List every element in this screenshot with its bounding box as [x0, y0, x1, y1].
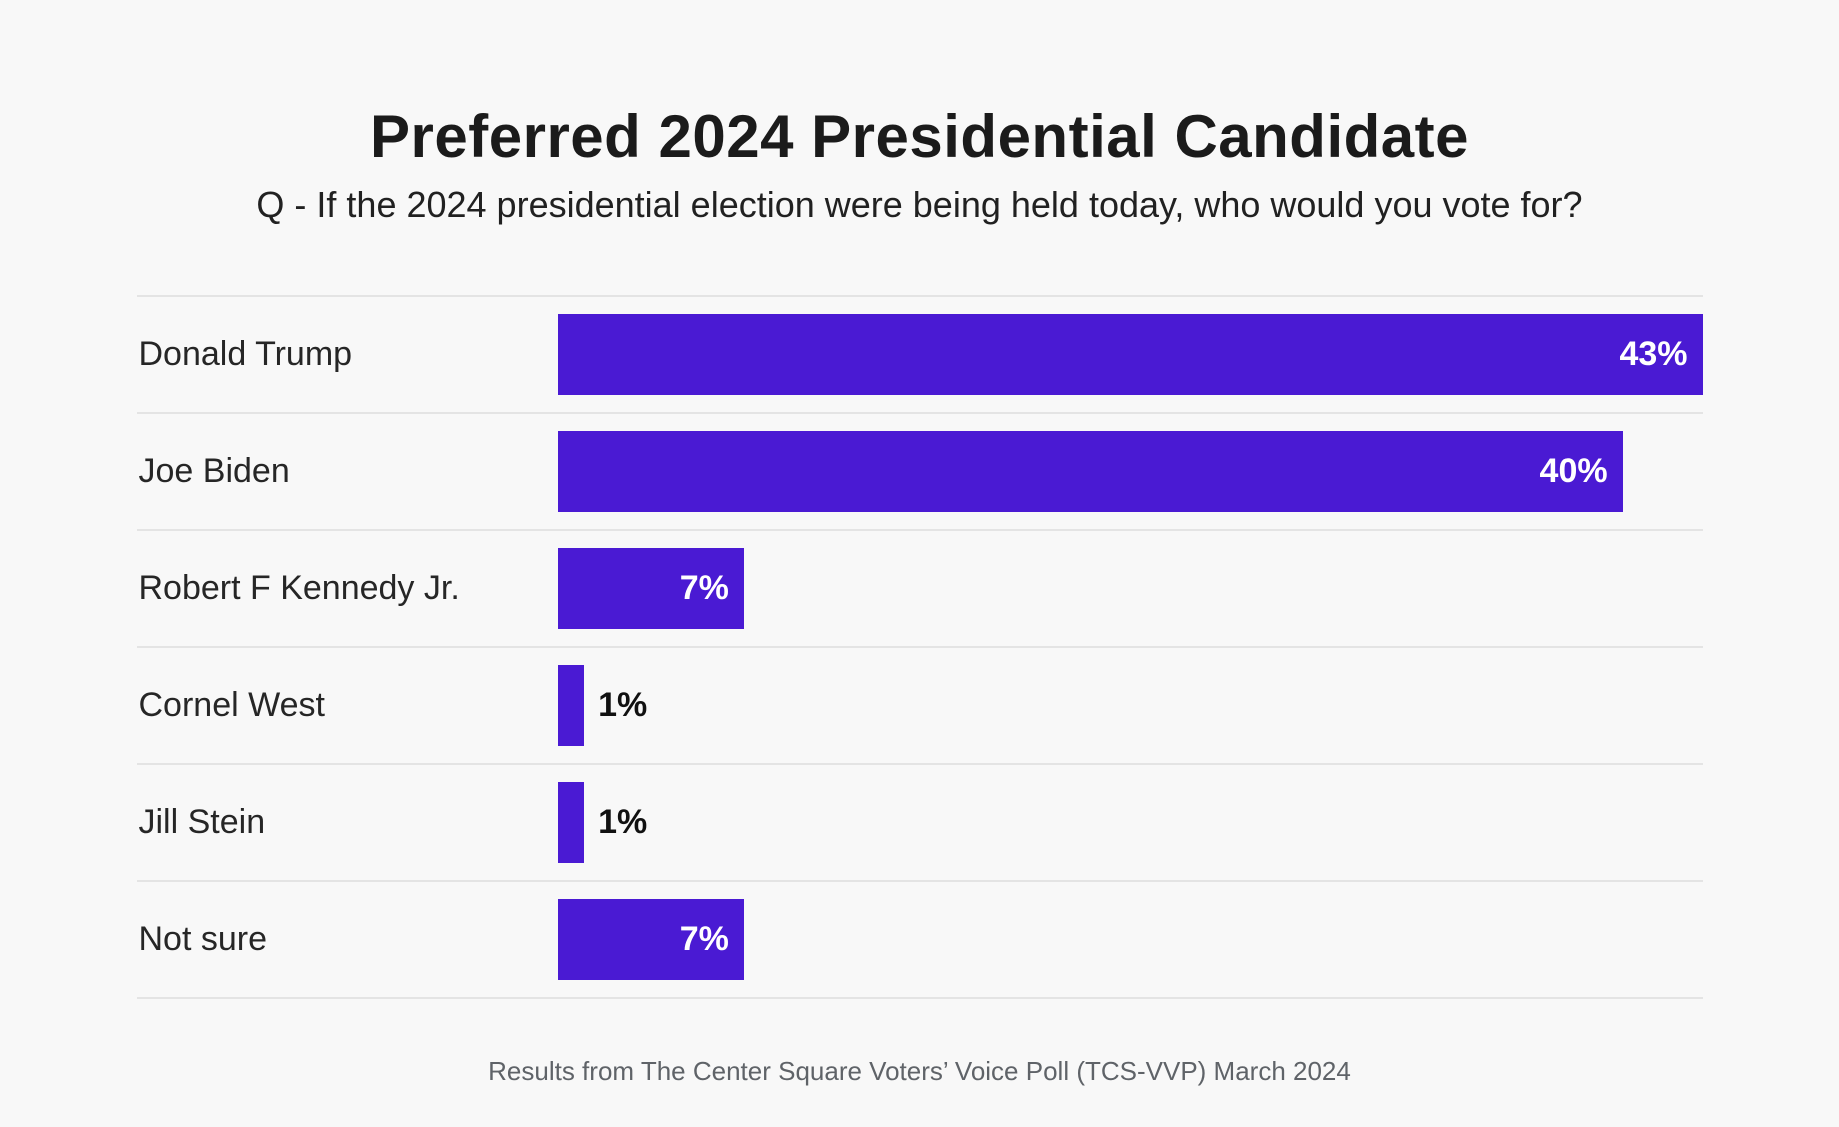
category-label: Donald Trump [138, 335, 353, 373]
bar-track: 1% [557, 782, 1703, 863]
source-note: Results from The Center Square Voters’ V… [488, 1056, 1351, 1086]
value-label: 7% [679, 569, 729, 607]
value-label: 7% [679, 920, 729, 958]
value-label: 1% [598, 686, 648, 724]
bar: 7% [557, 548, 744, 629]
value-label: 1% [598, 803, 648, 841]
bar: 43% [557, 314, 1703, 395]
category-label: Joe Biden [138, 452, 290, 490]
chart-row: Cornel West 1% [136, 646, 1703, 763]
bar: 40% [557, 431, 1623, 512]
category-label: Jill Stein [138, 803, 266, 841]
bar-track: 1% [557, 665, 1703, 746]
bar-track: 43% [557, 314, 1703, 395]
bar [557, 782, 585, 863]
bar-chart: Donald Trump 43% Joe Biden 40% Robert F … [136, 295, 1703, 999]
bar [557, 665, 585, 746]
value-label: 43% [1619, 335, 1688, 373]
chart-row: Joe Biden 40% [136, 412, 1703, 529]
chart-row: Robert F Kennedy Jr. 7% [136, 529, 1703, 646]
category-label: Not sure [138, 920, 268, 958]
chart-subtitle: Q - If the 2024 presidential election we… [256, 184, 1583, 225]
category-label: Cornel West [138, 686, 325, 724]
chart-row: Jill Stein 1% [136, 763, 1703, 880]
category-label: Robert F Kennedy Jr. [138, 569, 460, 607]
bar-track: 7% [557, 548, 1703, 629]
chart-row: Not sure 7% [136, 880, 1703, 997]
chart-row: Donald Trump 43% [136, 295, 1703, 412]
value-label: 40% [1539, 452, 1608, 490]
bar-track: 40% [557, 431, 1703, 512]
bar-track: 7% [557, 899, 1703, 980]
bar: 7% [557, 899, 744, 980]
chart-title: Preferred 2024 Presidential Candidate [370, 103, 1469, 170]
chart-content: Preferred 2024 Presidential Candidate Q … [136, 0, 1703, 1087]
